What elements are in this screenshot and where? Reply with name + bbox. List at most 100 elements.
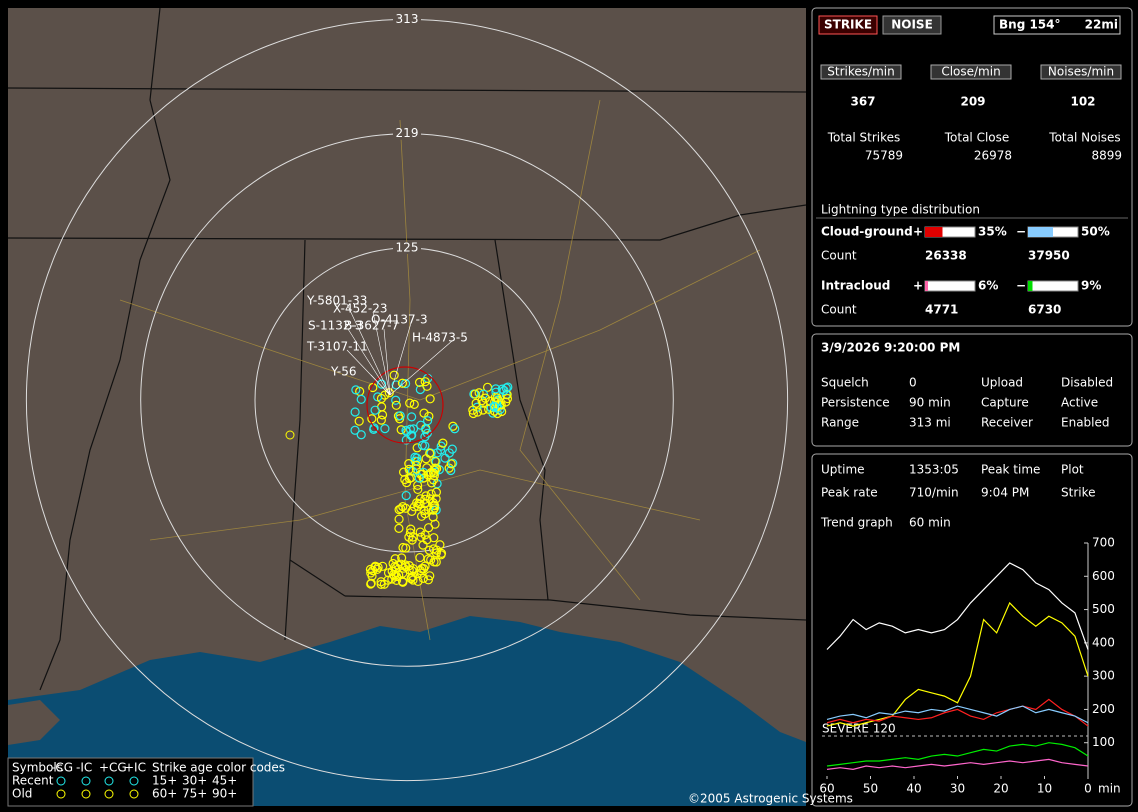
strike-symbol (448, 421, 458, 431)
legend-symbol (56, 789, 66, 799)
strike-symbol (398, 502, 408, 512)
x-unit: min (1098, 782, 1121, 796)
strike-symbol (391, 400, 401, 410)
strike-symbol (436, 548, 447, 558)
count-label: Count (821, 249, 857, 263)
strike-symbol (422, 381, 432, 391)
rate-value: 367 (850, 95, 875, 109)
ring-label-bg (393, 13, 421, 26)
percent: 35% (978, 225, 1007, 239)
strike-symbol (376, 379, 387, 389)
cursor-ring (366, 366, 444, 444)
setting-value: 90 min (909, 396, 951, 410)
bar-track (924, 280, 976, 292)
strike-symbol (430, 519, 440, 529)
strike-symbol (394, 514, 404, 524)
highway (519, 99, 641, 601)
bar (925, 227, 943, 237)
bar (1028, 227, 1053, 237)
strike-symbol (484, 404, 494, 414)
total-value: 26978 (974, 149, 1012, 163)
storm-label: B-3627-7 (344, 319, 399, 333)
strike-symbol (426, 555, 436, 565)
strike-symbol (420, 494, 430, 504)
leader-line (370, 374, 391, 396)
strike-symbol (397, 553, 407, 563)
strike-symbol (376, 415, 386, 425)
strike-symbol (446, 459, 456, 469)
count: 4771 (925, 303, 958, 317)
strike-symbol (396, 504, 406, 514)
setting-label: Range (821, 416, 859, 430)
noise-button-label: NOISE (891, 18, 933, 32)
strike-symbol (420, 377, 430, 387)
strike-symbol (426, 489, 436, 499)
strikes (285, 370, 513, 589)
strike-symbol (404, 561, 414, 571)
strike-symbol (396, 425, 406, 435)
legend-age: 30+ (182, 774, 207, 788)
setting-label: Persistence (821, 396, 890, 410)
leader-line (383, 328, 391, 396)
strike-symbol (370, 405, 380, 415)
strike-symbol (376, 579, 386, 589)
strike-symbol (400, 379, 411, 389)
rate-label: Noises/min (1048, 65, 1114, 79)
strike-symbol (440, 453, 450, 463)
border (494, 239, 549, 601)
strike-symbol (425, 571, 435, 581)
strike-symbol (408, 532, 418, 542)
sign: − (1016, 225, 1026, 239)
strike-symbol (354, 416, 364, 426)
trend-line (826, 758, 1089, 770)
border (39, 7, 171, 691)
legend-column: +CG (99, 761, 127, 775)
highway (119, 249, 761, 401)
legend-symbol (104, 776, 114, 786)
strike-symbol (471, 398, 481, 408)
strike-symbol (421, 424, 431, 435)
strike-symbol (356, 430, 366, 440)
strike-symbol (411, 464, 421, 474)
strike-button[interactable] (818, 15, 878, 35)
legend-column: -CG (51, 761, 73, 775)
ring-label: 125 (396, 241, 419, 255)
stat: Peak time (981, 463, 1040, 477)
stat: 9:04 PM (981, 486, 1029, 500)
trend-line (826, 562, 1089, 650)
ring-label-bg (393, 242, 421, 254)
strike-symbol (285, 430, 295, 440)
count: 26338 (925, 249, 967, 263)
copyright: ©2005 Astrogenic Systems (688, 792, 853, 806)
stat: Trend graph (820, 516, 893, 530)
storm-label: S-1132-3 (308, 319, 362, 333)
strike-symbol (491, 384, 501, 394)
leader-line (346, 303, 391, 396)
storm-label: Y-5801-33 (306, 294, 367, 308)
setting-value: 0 (909, 376, 917, 390)
strike-symbol (365, 564, 376, 574)
rate-label: Strikes/min (827, 65, 894, 79)
highway (149, 469, 701, 541)
setting-value: Disabled (1061, 376, 1113, 390)
strike-symbol (431, 557, 441, 567)
strike-symbol (431, 487, 441, 497)
strike-symbol (414, 377, 425, 387)
leader-line (372, 311, 391, 396)
strike-symbol (492, 393, 502, 403)
strike-symbol (474, 388, 484, 398)
strike-symbol (423, 416, 433, 426)
strike-symbol (391, 571, 402, 582)
count: 37950 (1028, 249, 1070, 263)
strike-symbol (398, 467, 409, 477)
border (344, 595, 807, 621)
noise-button[interactable] (882, 15, 942, 35)
strike-symbol (489, 401, 499, 411)
rate-label-box (930, 64, 1012, 80)
x-tick-label: 20 (993, 782, 1008, 796)
setting-value: Enabled (1061, 416, 1110, 430)
sign: − (1016, 279, 1026, 293)
strike-symbol (419, 408, 429, 418)
